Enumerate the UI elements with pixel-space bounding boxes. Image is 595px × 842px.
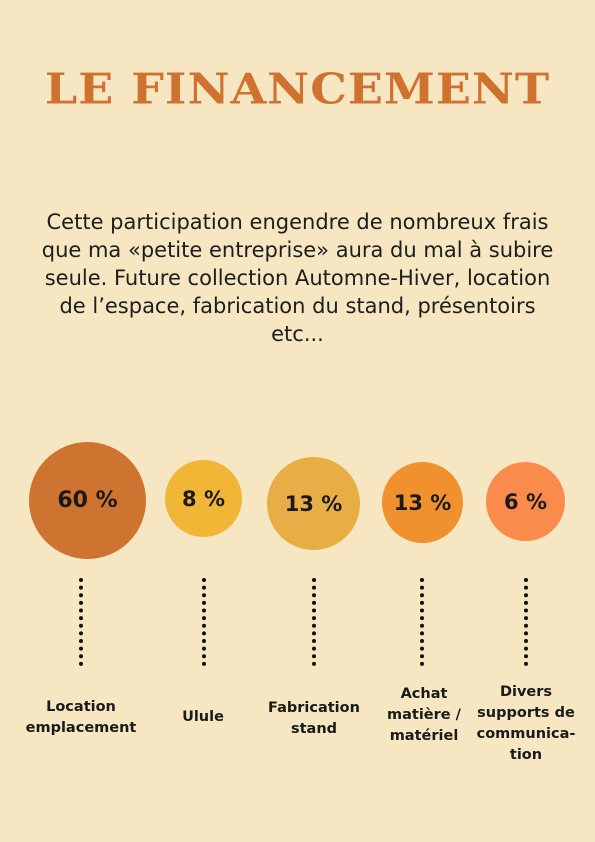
dotted-connector <box>420 578 424 666</box>
dotted-connector <box>312 578 316 666</box>
dotted-connector <box>524 578 528 666</box>
label-ulule: Ulule <box>182 709 224 725</box>
dotted-connector <box>202 578 206 666</box>
page-title: LE FINANCEMENT <box>44 64 551 114</box>
dotted-connector <box>79 578 83 666</box>
label-fabrication-stand: Fabrication stand <box>268 700 360 737</box>
intro-paragraph: Cette participation engendre de nombreux… <box>41 210 554 346</box>
circle-fabrication-stand: 13 % <box>267 457 360 550</box>
circle-achat-matiere: 13 % <box>382 462 463 543</box>
label-achat-matiere: Achat matière / matériel <box>387 686 461 744</box>
circle-location-emplacement: 60 % <box>29 442 146 559</box>
circle-ulule: 8 % <box>165 460 242 537</box>
label-divers-supports: Divers supports de communica- tion <box>476 684 576 763</box>
label-location-emplacement: Location emplacement <box>25 699 137 736</box>
circle-divers-supports: 6 % <box>486 462 565 541</box>
